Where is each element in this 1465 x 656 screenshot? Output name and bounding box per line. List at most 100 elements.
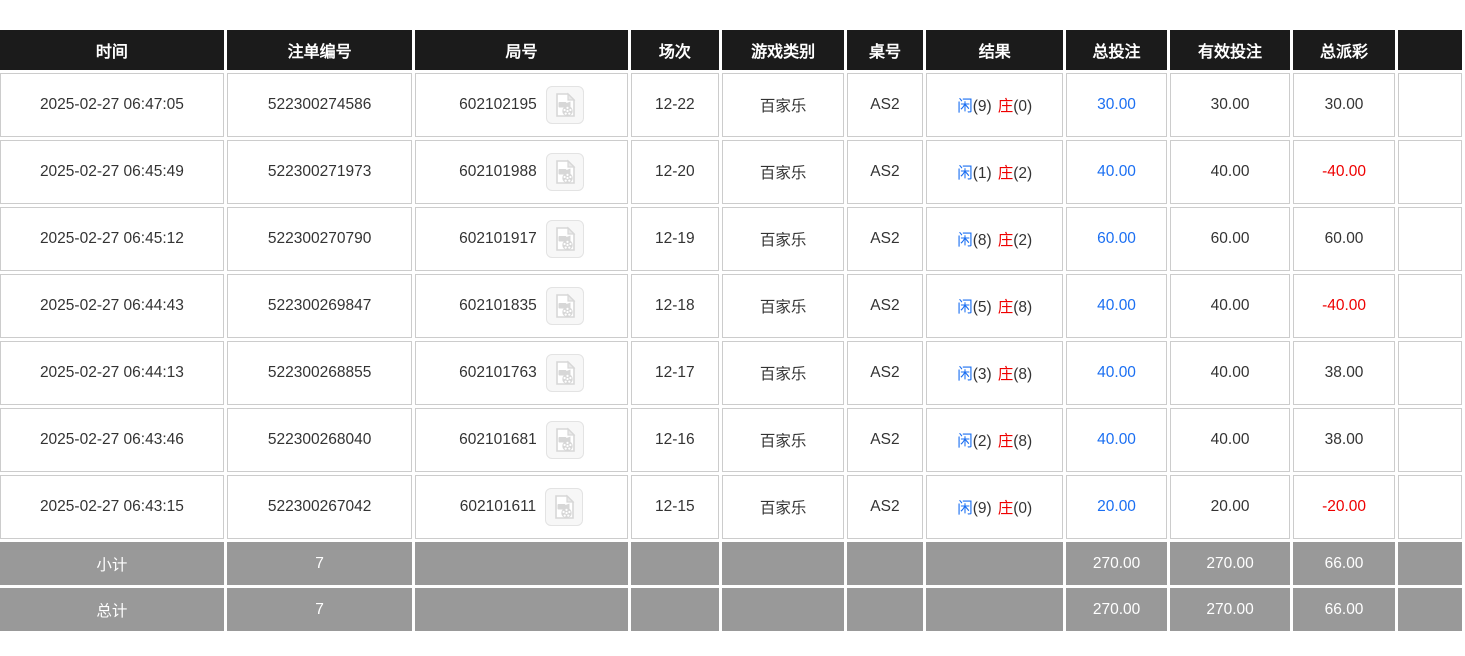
cell-result: 闲(8) 庄(2) (925, 207, 1064, 271)
video-file-icon (555, 360, 576, 385)
player-score: (8) (972, 232, 992, 249)
cell-session: 12-16 (630, 408, 720, 472)
banker-score: (2) (1013, 232, 1033, 249)
video-replay-button[interactable] (545, 153, 584, 191)
subtotal-row: 小计 7 270.00 270.00 66.00 (0, 542, 1462, 585)
column-header-round_id: 局号 (415, 30, 628, 70)
cell-total-bet: 30.00 (1066, 73, 1167, 137)
session-value: 12-20 (655, 163, 695, 180)
cell-valid-bet: 20.00 (1169, 475, 1291, 539)
column-header-bet_id: 注单编号 (226, 30, 413, 70)
cell-session: 12-18 (630, 274, 720, 338)
cell-round-id: 602102195 (415, 73, 628, 137)
video-replay-button[interactable] (545, 354, 584, 392)
subtotal-row-empty-game (722, 542, 844, 585)
cell-time: 2025-02-27 06:44:13 (0, 341, 224, 405)
round-id-value: 602101611 (459, 498, 537, 515)
column-header-total_bet: 总投注 (1066, 30, 1167, 70)
cell-bet-id: 522300269847 (226, 274, 413, 338)
total-row-valid-bet-cell: 270.00 (1169, 588, 1291, 631)
cell-result: 闲(9) 庄(0) (925, 73, 1064, 137)
cell-valid-bet: 40.00 (1169, 274, 1291, 338)
table-body: 2025-02-27 06:47:05 522300274586 602102195… (0, 73, 1462, 631)
total-payout-value: -40.00 (1322, 297, 1367, 314)
subtotal-row-empty-round (415, 542, 628, 585)
total-row-empty-game (722, 588, 844, 631)
cell-bet-id: 522300268855 (226, 341, 413, 405)
subtotal-row-empty-table (846, 542, 923, 585)
cell-result: 闲(9) 庄(0) (925, 475, 1064, 539)
total-row-total-payout: 66.00 (1324, 600, 1364, 618)
total-row-empty-extra (1397, 588, 1462, 631)
cell-table-no: AS2 (846, 341, 923, 405)
table-row: 2025-02-27 06:45:49 522300271973 602101988… (0, 140, 1462, 204)
total-row-empty-session (630, 588, 720, 631)
column-header-result: 结果 (925, 30, 1064, 70)
subtotal-row-total-payout-cell: 66.00 (1293, 542, 1395, 585)
cell-session: 12-19 (630, 207, 720, 271)
cell-session: 12-17 (630, 341, 720, 405)
cell-game-type: 百家乐 (722, 475, 844, 539)
cell-total-payout: -40.00 (1293, 274, 1395, 338)
subtotal-row-empty-result (925, 542, 1064, 585)
video-replay-button[interactable] (545, 220, 584, 258)
time-value: 2025-02-27 06:44:13 (39, 364, 184, 381)
cell-round-id: 602101835 (415, 274, 628, 338)
cell-table-no: AS2 (846, 207, 923, 271)
cell-table-no: AS2 (846, 408, 923, 472)
banker-score: (8) (1013, 366, 1033, 383)
subtotal-row-total-payout: 66.00 (1324, 554, 1364, 572)
round-id-value: 602101835 (459, 297, 537, 314)
total-row-label-cell: 总计 (0, 588, 224, 631)
cell-result: 闲(3) 庄(8) (925, 341, 1064, 405)
player-score: (5) (972, 299, 992, 316)
subtotal-row-total-bet: 270.00 (1092, 554, 1141, 572)
bet-id-value: 522300271973 (267, 163, 372, 180)
column-header-extra (1397, 30, 1462, 70)
subtotal-row-total-bet-cell: 270.00 (1066, 542, 1167, 585)
total-payout-value: -40.00 (1322, 163, 1367, 180)
total-payout-value: 38.00 (1324, 364, 1364, 381)
total-bet-value: 40.00 (1097, 163, 1136, 180)
cell-total-payout: 38.00 (1293, 341, 1395, 405)
bet-id-value: 522300267042 (267, 498, 372, 515)
video-replay-button[interactable] (545, 86, 584, 124)
cell-total-payout: -40.00 (1293, 140, 1395, 204)
round-id-value: 602101917 (459, 230, 537, 247)
total-bet-value: 40.00 (1097, 297, 1136, 314)
total-row-count-cell: 7 (226, 588, 413, 631)
video-file-icon (555, 92, 576, 117)
table-row: 2025-02-27 06:43:15 522300267042 602101611… (0, 475, 1462, 539)
subtotal-row-empty-session (630, 542, 720, 585)
subtotal-row-count: 7 (315, 554, 324, 572)
bet-id-value: 522300268040 (267, 431, 372, 448)
banker-score: (2) (1013, 165, 1033, 182)
video-replay-button[interactable] (545, 287, 584, 325)
cell-round-id: 602101988 (415, 140, 628, 204)
game-type-value: 百家乐 (759, 165, 807, 182)
total-payout-value: 30.00 (1324, 96, 1364, 113)
player-label: 闲 (957, 500, 973, 517)
cell-bet-id: 522300270790 (226, 207, 413, 271)
column-header-table_no: 桌号 (846, 30, 923, 70)
cell-time: 2025-02-27 06:45:12 (0, 207, 224, 271)
column-header-valid_bet: 有效投注 (1169, 30, 1291, 70)
column-header-total_payout: 总派彩 (1293, 30, 1395, 70)
game-type-value: 百家乐 (759, 98, 807, 115)
total-payout-value: 60.00 (1324, 230, 1364, 247)
table-row: 2025-02-27 06:44:43 522300269847 602101835… (0, 274, 1462, 338)
time-value: 2025-02-27 06:45:49 (39, 163, 184, 180)
video-file-icon (555, 226, 576, 251)
video-replay-button[interactable] (545, 421, 584, 459)
cell-extra (1397, 140, 1462, 204)
subtotal-row-count-cell: 7 (226, 542, 413, 585)
banker-label: 庄 (997, 433, 1014, 450)
bet-records-page: 时间 注单编号 局号 场次 游戏类别 桌号 结果 总投注 有效投注 总派彩 2025-02-27 … (0, 30, 1462, 631)
subtotal-row-valid-bet-cell: 270.00 (1169, 542, 1291, 585)
game-type-value: 百家乐 (759, 433, 807, 450)
cell-extra (1397, 341, 1462, 405)
video-replay-button[interactable] (545, 488, 584, 526)
session-value: 12-22 (655, 96, 695, 113)
cell-session: 12-20 (630, 140, 720, 204)
game-type-value: 百家乐 (759, 232, 807, 249)
